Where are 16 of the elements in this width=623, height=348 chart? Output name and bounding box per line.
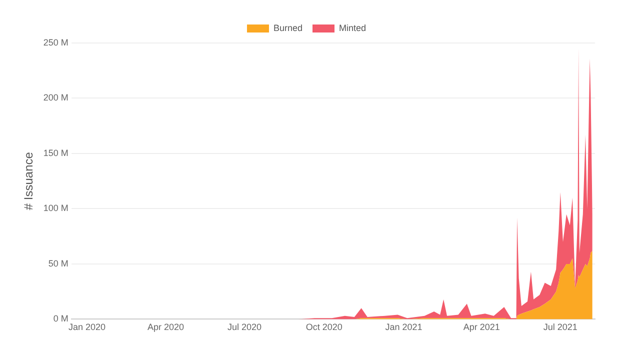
x-tick-label: Jan 2021 <box>385 322 422 332</box>
y-tick-label: 200 M <box>43 92 68 103</box>
x-tick-label: Oct 2020 <box>306 322 342 332</box>
legend-label: Burned <box>273 22 303 33</box>
y-tick-label: 100 M <box>43 203 68 214</box>
x-tick-label: Apr 2021 <box>463 322 500 332</box>
x-tick-label: Jan 2020 <box>68 322 106 332</box>
y-tick-label: 50 M <box>48 258 68 268</box>
y-axis-title: # Issuance <box>22 152 36 210</box>
legend-label: Minted <box>339 22 366 33</box>
y-tick-label: 150 M <box>43 148 68 158</box>
y-tick-label: 250 M <box>43 37 68 48</box>
x-tick-label: Jul 2021 <box>543 322 578 332</box>
x-tick-label: Apr 2020 <box>147 322 184 332</box>
y-tick-label: 0 M <box>53 314 68 324</box>
x-tick-label: Jul 2020 <box>227 322 262 332</box>
